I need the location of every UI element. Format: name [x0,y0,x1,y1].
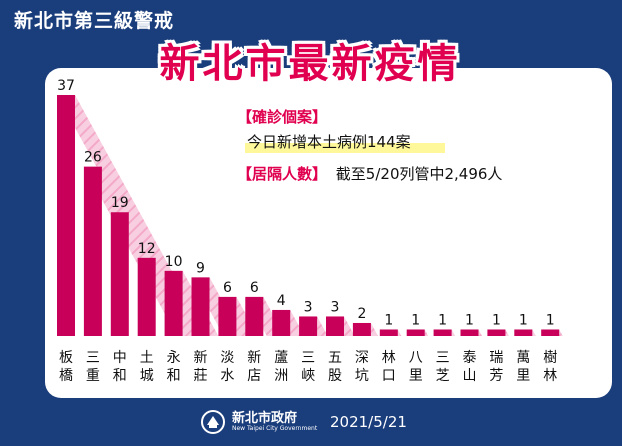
bar-五股 [326,316,344,336]
bar-林口 [379,329,398,336]
confirmed-tag: 【確診個案】 [237,106,327,127]
category-label: 五股 [328,350,342,384]
bar-土城 [137,257,156,336]
confirmed-text: 今日新增本土病例144案 [247,131,411,152]
header-title: 新北市第三級警戒 [14,10,175,32]
bar-value-label: 12 [138,241,156,257]
category-label: 板橋 [59,350,73,384]
category-label: 樹林 [543,350,557,384]
bar-泰山 [460,329,479,336]
category-label: 土城 [140,350,154,384]
category-label: 三芝 [436,350,450,384]
bar-萬里 [514,329,533,336]
bar-value-label: 6 [223,280,232,296]
category-label: 三峽 [301,350,315,384]
bar-value-label: 26 [84,150,102,166]
bar-新莊 [191,277,210,336]
category-label: 蘆洲 [274,350,288,384]
category-label: 中和 [113,350,127,384]
category-label: 永和 [167,350,181,384]
bar-value-label: 1 [519,312,528,328]
bar-永和 [164,270,183,336]
bar-板橋 [57,95,75,336]
category-label: 瑞芳 [489,350,503,384]
category-label: 新店 [247,350,261,384]
confirmed-text-label: 今日新增本土病例144案 [247,133,411,151]
bar-value-label: 1 [465,312,474,328]
bar-中和 [110,212,129,336]
bar-value-label: 10 [165,254,183,270]
category-label: 萬里 [516,350,530,384]
bar-value-label: 9 [196,260,205,276]
category-label: 八里 [409,350,423,384]
bar-新店 [245,296,264,336]
category-label: 深坑 [355,350,369,384]
bar-value-label: 19 [111,195,129,211]
bar-三芝 [433,329,452,336]
category-label: 林口 [382,350,396,384]
bar-樹林 [541,329,560,336]
page-title: 新北市最新疫情 [159,41,461,87]
category-label: 泰山 [463,350,477,384]
bar-八里 [406,329,425,336]
bar-value-label: 3 [331,299,340,315]
bar-value-label: 1 [438,312,447,328]
quarantine-text-label: 截至5/20列管中2,496人 [335,165,503,183]
category-label: 新莊 [194,350,208,384]
publish-date: 2021/5/21 [330,413,407,431]
category-label: 淡水 [220,350,234,384]
bar-深坑 [352,322,371,336]
quarantine-tag-label: 【居隔人數】 [237,165,328,183]
bar-value-label: 1 [411,312,420,328]
bar-value-label: 4 [277,293,286,309]
government-logo: 新北市政府 New Taipei City Government [200,402,320,442]
quarantine-line: 【居隔人數】 截至5/20列管中2,496人 [237,163,502,184]
bar-蘆洲 [272,309,291,336]
bar-value-label: 2 [357,306,366,322]
logo-english-name: New Taipei City Government [232,424,318,432]
category-label: 三重 [86,350,100,384]
logo-chinese-name: 新北市政府 [232,411,298,427]
bar-三重 [83,166,102,336]
government-emblem-icon [201,410,225,434]
bar-value-label: 1 [384,312,393,328]
bar-value-label: 1 [492,312,501,328]
confirmed-tag-label: 【確診個案】 [237,108,328,126]
bar-value-label: 1 [546,312,555,328]
bar-value-label: 37 [57,78,75,94]
bar-瑞芳 [487,329,506,336]
bar-value-label: 3 [304,299,313,315]
bar-三峽 [299,316,318,336]
highlight-marker [245,143,445,153]
bar-value-label: 6 [250,280,259,296]
bar-淡水 [218,296,237,336]
